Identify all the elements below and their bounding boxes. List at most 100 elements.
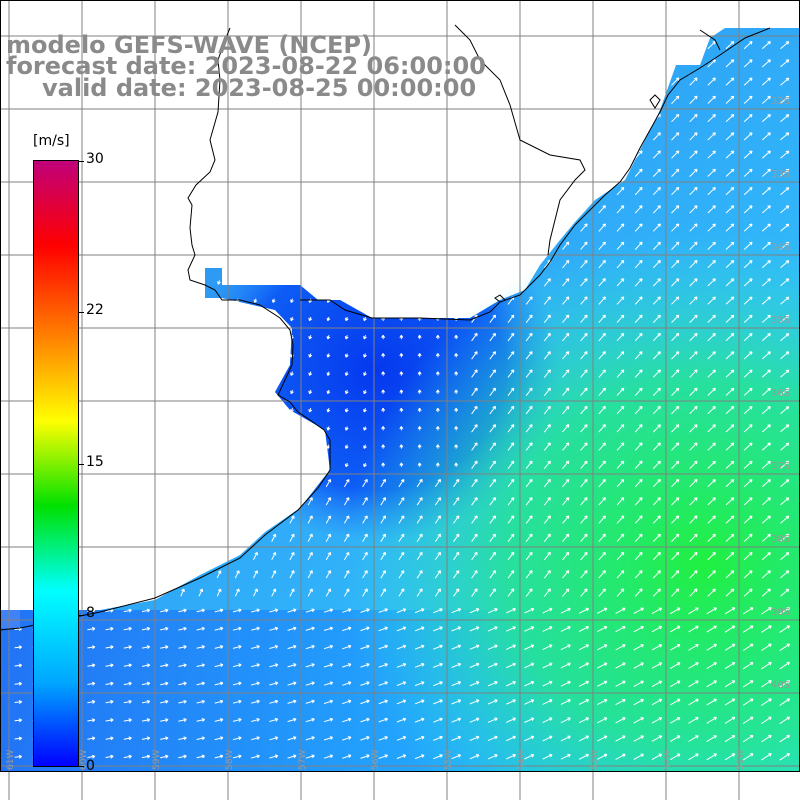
wind-arrow [542,717,553,724]
wind-arrow [14,681,22,686]
wind-arrow [725,515,735,524]
wind-arrow [454,353,459,358]
wind-arrow [725,296,735,305]
wind-arrow [542,662,553,669]
wind-arrow [670,644,681,651]
colorbar [33,160,79,767]
wind-arrow [123,736,132,741]
wind-arrow [305,717,315,723]
wind-arrow [743,95,753,104]
wind-arrow [380,515,386,524]
wind-arrow [396,754,407,759]
wind-arrow [287,736,297,741]
wind-arrow [689,132,698,141]
wind-arrow [743,533,753,542]
wind-arrow [562,497,570,506]
wind-arrow [707,588,716,597]
wind-arrow [779,607,791,615]
wind-arrow [689,113,698,123]
wind-arrow [689,588,698,597]
wind-arrow [287,626,297,631]
wind-arrow [381,334,386,340]
wind-arrow [743,278,753,287]
wind-arrow [651,717,663,724]
lat-label: 36S [771,388,790,399]
wind-arrow [378,681,388,686]
wind-arrow [725,552,735,561]
wind-arrow [360,608,370,613]
wind-arrow [580,442,588,451]
wind-arrow [434,588,441,597]
wind-arrow [525,387,533,397]
wind-arrow [779,753,791,761]
wind-arrow [435,444,440,449]
wind-arrow [725,533,735,542]
wind-arrow [725,150,735,159]
wind-arrow [743,406,753,415]
wind-arrow [525,533,533,543]
wind-arrow [616,205,625,214]
wind-arrow [670,717,681,724]
wind-arrow [743,333,753,342]
wind-arrow [290,371,294,376]
wind-arrow [689,205,698,214]
wind-arrow [14,645,22,650]
wind-arrow [417,334,422,340]
wind-arrow [562,278,570,287]
wind-arrow [196,645,205,649]
wind-arrow [269,736,279,741]
wind-arrow [323,608,334,613]
wind-arrow [287,608,297,613]
wind-arrow [343,570,350,579]
wind-arrow [489,515,496,524]
lon-label: 56W [371,750,381,770]
wind-arrow [689,387,698,396]
wind-arrow [671,186,680,196]
wind-arrow [743,570,753,579]
wind-arrow [454,426,459,431]
wind-arrow [141,736,151,741]
wind-arrow [105,681,114,686]
wind-arrow [743,351,753,360]
wind-arrow [578,680,590,687]
wind-arrow [414,662,425,668]
wind-arrow [399,389,404,394]
wind-arrow [689,405,698,415]
wind-arrow [724,716,736,724]
wind-arrow [671,241,680,250]
wind-arrow [671,588,680,597]
wind-arrow [670,698,681,706]
wind-arrow [417,389,422,394]
wind-arrow [761,424,771,433]
wind-arrow [378,644,388,650]
wind-arrow [323,754,334,759]
wind-arrow [652,387,661,396]
wind-arrow [634,369,643,378]
wind-arrow [525,332,533,342]
wind-arrow [707,351,716,360]
wind-arrow [780,588,790,597]
wind-arrow [308,316,313,322]
wind-arrow [634,314,643,323]
wind-arrow [471,533,478,542]
wind-arrow [543,588,551,597]
wind-arrow [378,699,388,705]
wind-arrow [271,570,277,579]
wind-arrow [562,478,570,488]
wind-arrow [87,699,96,704]
wind-arrow [417,444,422,449]
wind-arrow [578,699,590,705]
wind-arrow [344,408,349,413]
wind-arrow [287,754,297,759]
wind-arrow [780,95,790,104]
wind-arrow [671,424,680,433]
wind-arrow [417,353,422,358]
lon-label: 55W [444,750,454,770]
wind-arrow [160,608,169,613]
wind-arrow [363,462,367,468]
wind-arrow [471,497,478,506]
wind-arrow [707,479,716,488]
wind-arrow [396,644,407,650]
colorbar-tick-mark [79,312,84,313]
wind-arrow [724,753,736,761]
